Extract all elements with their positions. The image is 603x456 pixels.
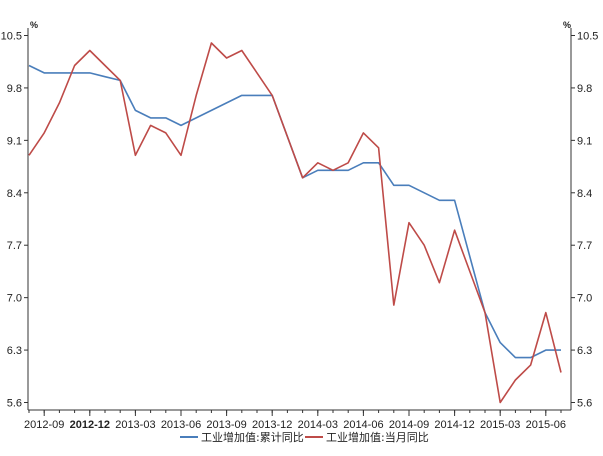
legend: 工业增加值:累计同比 工业增加值:当月同比: [180, 430, 429, 444]
x-tick-label: 2012-12: [70, 419, 110, 431]
x-tick-label: 2013-09: [206, 419, 246, 431]
y-tick-label-left: 7.7: [7, 240, 22, 252]
y-tick-label-right: 9.1: [577, 135, 592, 147]
y-tick-label-left: 5.6: [7, 398, 22, 410]
y-tick-label-left: 7.0: [7, 293, 22, 305]
x-tick-label: 2013-06: [161, 419, 201, 431]
x-tick-label: 2012-09: [24, 419, 64, 431]
y-axis-unit-right: %: [563, 20, 571, 30]
series-line-2: [28, 42, 562, 404]
y-tick-label-left: 6.3: [7, 345, 22, 357]
y-tick-label-left: 9.1: [7, 135, 22, 147]
y-axis-unit-left: %: [30, 20, 38, 30]
y-tick-label-right: 10.5: [577, 30, 598, 42]
series-line-1: [28, 64, 561, 359]
y-tick-label-left: 8.4: [7, 188, 22, 200]
y-tick-label-right: 7.0: [577, 293, 592, 305]
y-tick-label-left: 9.8: [7, 83, 22, 95]
y-tick-label-right: 8.4: [577, 188, 592, 200]
y-tick-label-right: 9.8: [577, 83, 592, 95]
y-tick-label-left: 10.5: [1, 30, 22, 42]
x-tick-label: 2013-03: [115, 419, 155, 431]
legend-label-1: 工业增加值:累计同比: [201, 430, 304, 444]
x-tick-label: 2013-12: [252, 419, 292, 431]
x-tick-label: 2014-12: [434, 419, 474, 431]
series-lines: [28, 42, 562, 404]
x-tick-label: 2015-03: [480, 419, 520, 431]
legend-label-2: 工业增加值:当月同比: [326, 430, 429, 444]
y-axis-ticks-right: 5.6 6.3 7.0 7.7 8.4 9.1 9.8 10.5: [571, 30, 598, 410]
y-tick-label-right: 6.3: [577, 345, 592, 357]
axes: [27, 28, 572, 411]
x-tick-label: 2014-03: [298, 419, 338, 431]
x-tick-label: 2014-09: [389, 419, 429, 431]
y-tick-label-right: 7.7: [577, 240, 592, 252]
x-tick-label: 2015-06: [526, 419, 566, 431]
y-axis-ticks-left: 5.6 6.3 7.0 7.7 8.4 9.1 9.8 10.5: [1, 30, 28, 410]
x-tick-label: 2014-06: [343, 419, 383, 431]
x-axis-ticks: 2012-09 2012-12 2013-03 2013-06 2013-09 2013-…: [24, 410, 566, 431]
y-tick-label-right: 5.6: [577, 398, 592, 410]
